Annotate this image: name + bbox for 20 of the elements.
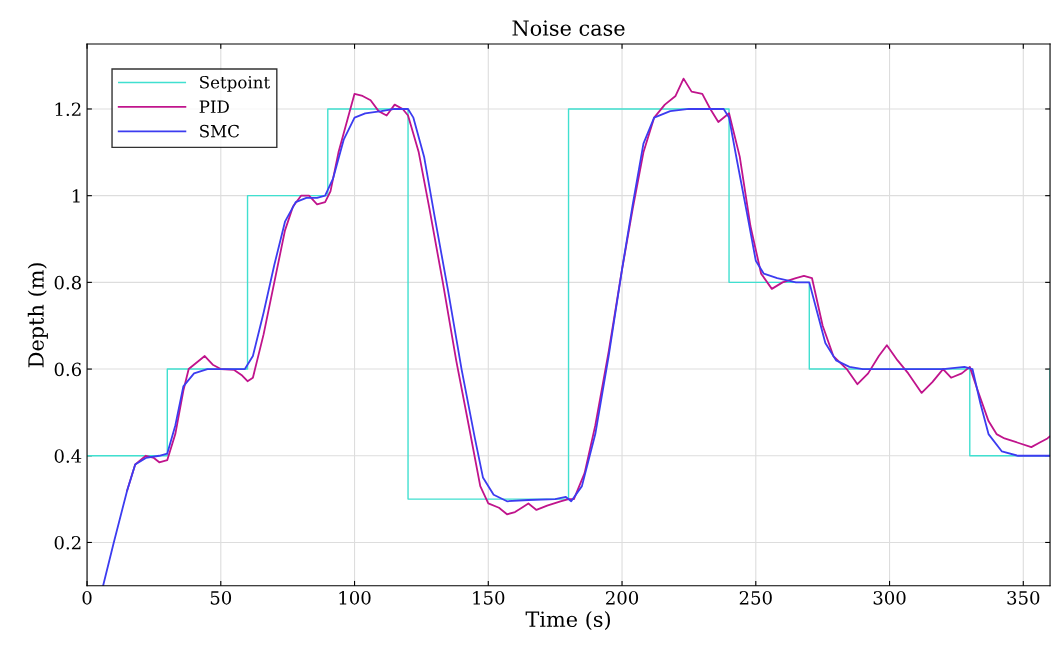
y-tick-label: 1.2 <box>55 102 81 117</box>
x-tick-label: 250 <box>739 590 772 605</box>
y-tick-label: 1 <box>72 189 80 203</box>
y-tick-label: 0.2 <box>54 535 81 550</box>
legend-label: SMC <box>200 124 239 138</box>
legend-label: Setpoint <box>200 75 271 92</box>
y-tick-label: 0.4 <box>54 449 82 463</box>
x-tick-label: 0 <box>82 590 92 605</box>
chart-title: Noise case <box>512 20 625 36</box>
x-tick-label: 300 <box>873 590 906 605</box>
y-tick-label: 0.6 <box>54 362 82 377</box>
legend-label: PID <box>199 100 229 113</box>
y-axis-title: Depth (m) <box>27 263 48 368</box>
x-tick-label: 50 <box>210 590 232 605</box>
x-tick-label: 150 <box>473 590 505 605</box>
y-tick-label: 0.8 <box>54 275 81 290</box>
x-tick-label: 200 <box>606 590 639 605</box>
x-tick-label: 100 <box>339 590 371 605</box>
x-tick-label: 350 <box>1007 590 1040 605</box>
x-axis-title: Time (s) <box>525 610 610 630</box>
